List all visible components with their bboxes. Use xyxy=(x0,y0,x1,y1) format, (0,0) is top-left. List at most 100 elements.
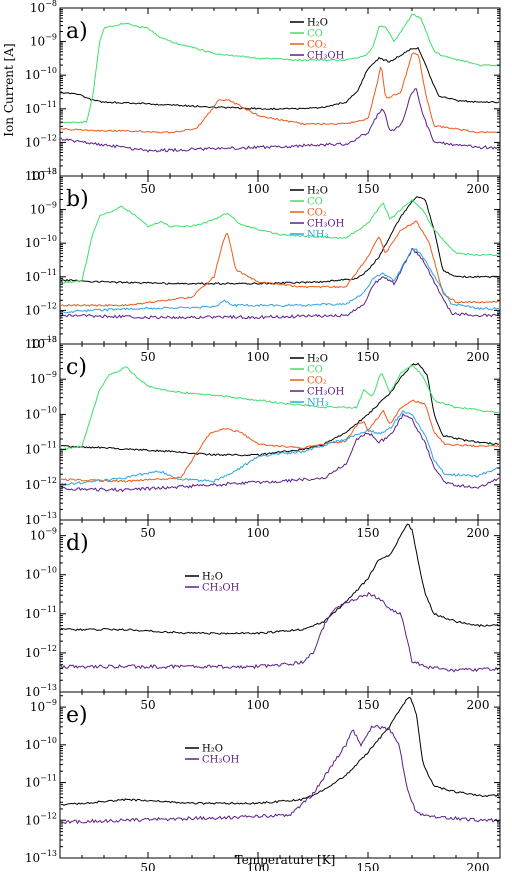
y-tick-exponent: −13 xyxy=(40,335,57,344)
y-tick-label: 10−9 xyxy=(30,370,57,386)
y-tick-exponent: −11 xyxy=(40,605,57,614)
y-tick-label: 10−10 xyxy=(25,736,57,752)
legend-label-co: CO xyxy=(307,365,323,376)
y-tick-exponent: −9 xyxy=(45,370,57,379)
legend-label-nh3: NH₃ xyxy=(307,398,328,409)
y-tick-label: 10−13 xyxy=(25,683,57,699)
legend-label-co2: CO₂ xyxy=(307,376,327,387)
panel-label: e) xyxy=(66,703,88,728)
legend-label-ch3oh: CH₃OH xyxy=(202,755,240,766)
legend-label-h2o: H₂O xyxy=(202,744,223,755)
x-tick-label: 50 xyxy=(140,698,155,712)
panel-b: 50 100 150 20010−1310−1210−1110−1010−910−8b… xyxy=(25,167,501,351)
series-line-h2o xyxy=(60,523,500,635)
y-tick-exponent: −13 xyxy=(40,683,57,692)
y-tick-exponent: −12 xyxy=(40,811,57,820)
legend-label-h2o: H₂O xyxy=(307,354,328,365)
y-tick-exponent: −13 xyxy=(40,511,57,520)
y-tick-exponent: −8 xyxy=(45,167,57,176)
x-tick-label: 100 xyxy=(247,350,270,364)
x-tick-label: 200 xyxy=(467,526,490,540)
series-line-co2 xyxy=(60,52,500,134)
series-line-ch3oh xyxy=(60,88,500,153)
x-tick-label: 50 xyxy=(140,526,155,540)
series-line-co2 xyxy=(60,220,499,307)
series-line-co xyxy=(60,198,500,285)
y-tick-label: 10−11 xyxy=(25,774,57,790)
x-tick-label: 100 xyxy=(247,698,270,712)
x-tick-label: 150 xyxy=(357,698,380,712)
panel-frame xyxy=(59,691,501,859)
y-tick-label: 10−13 xyxy=(25,511,57,527)
y-tick-exponent: −10 xyxy=(40,566,57,575)
y-tick-label: 10−10 xyxy=(25,405,57,421)
legend-label-ch3oh: CH₃OH xyxy=(202,583,240,594)
y-tick-label: 10−11 xyxy=(25,441,57,457)
y-tick-exponent: −9 xyxy=(45,698,57,707)
series-line-co2 xyxy=(61,399,500,483)
series-line-h2o xyxy=(60,46,500,111)
series-line-ch3oh xyxy=(60,591,500,673)
y-tick-exponent: −10 xyxy=(40,736,57,745)
y-tick-exponent: −10 xyxy=(40,66,57,75)
y-tick-label: 10−9 xyxy=(30,201,57,217)
x-tick-label: 150 xyxy=(357,182,380,196)
legend-label-co2: CO₂ xyxy=(307,208,327,219)
y-tick-exponent: −12 xyxy=(40,476,57,485)
y-tick-exponent: −8 xyxy=(45,335,57,344)
series-line-nh3 xyxy=(60,248,500,314)
series-line-h2o xyxy=(60,196,500,285)
y-tick-exponent: −9 xyxy=(45,527,57,536)
series-line-ch3oh xyxy=(60,247,500,320)
y-tick-exponent: −11 xyxy=(40,774,57,783)
x-tick-label: 100 xyxy=(247,182,270,196)
y-tick-label: 10−9 xyxy=(30,698,57,714)
y-tick-exponent: −12 xyxy=(40,133,57,142)
y-tick-exponent: −13 xyxy=(40,167,57,176)
y-tick-exponent: −10 xyxy=(40,405,57,414)
x-axis-title: Temperature [K] xyxy=(235,853,336,867)
y-tick-exponent: −13 xyxy=(40,849,57,858)
y-tick-exponent: −11 xyxy=(40,100,57,109)
x-tick-label-bottom: 150 xyxy=(357,861,380,871)
x-tick-label: 200 xyxy=(467,182,490,196)
y-tick-exponent: −8 xyxy=(45,0,57,8)
y-tick-label: 10−11 xyxy=(25,605,57,621)
y-tick-exponent: −9 xyxy=(45,201,57,210)
legend-label-co2: CO₂ xyxy=(307,40,327,51)
y-tick-label: 10−10 xyxy=(25,234,57,250)
legend-label-ch3oh: CH₃OH xyxy=(307,387,345,398)
panel-frame xyxy=(59,7,501,177)
y-tick-label: 10−11 xyxy=(25,100,57,116)
y-tick-exponent: −12 xyxy=(40,644,57,653)
x-tick-label-bottom: 200 xyxy=(467,861,490,871)
series-line-co xyxy=(60,364,500,450)
y-tick-exponent: −12 xyxy=(40,301,57,310)
panel-c: 50 100 150 200 10−13 10−12 10−11 10−10 10−9 10−8 c… xyxy=(25,335,501,527)
y-tick-label: 10−8 xyxy=(30,167,57,183)
y-tick-label: 10−12 xyxy=(25,811,57,827)
legend-label-h2o: H₂O xyxy=(202,572,223,583)
series-line-ch3oh xyxy=(60,412,500,493)
legend-label-h2o: H₂O xyxy=(307,186,328,197)
y-tick-label: 10−12 xyxy=(25,301,57,317)
x-tick-label: 150 xyxy=(357,350,380,364)
series-line-h2o xyxy=(60,362,500,457)
x-tick-label: 100 xyxy=(247,526,270,540)
legend-label-ch3oh: CH₃OH xyxy=(307,219,345,230)
legend-label-co: CO xyxy=(307,29,323,40)
series-line-nh3 xyxy=(60,409,500,486)
y-tick-label: 10−8 xyxy=(30,0,57,15)
panel-label: a) xyxy=(66,19,88,44)
y-tick-exponent: −10 xyxy=(40,234,57,243)
y-tick-label: 10−8 xyxy=(30,335,57,351)
y-tick-label: 10−10 xyxy=(25,566,57,582)
x-tick-label-bottom: 50 xyxy=(140,861,155,871)
panel-d: 50 100 150 200 10−13 10−12 10−11 10−10 10−9 d) H₂O… xyxy=(25,519,501,699)
legend-label-co: CO xyxy=(307,197,323,208)
